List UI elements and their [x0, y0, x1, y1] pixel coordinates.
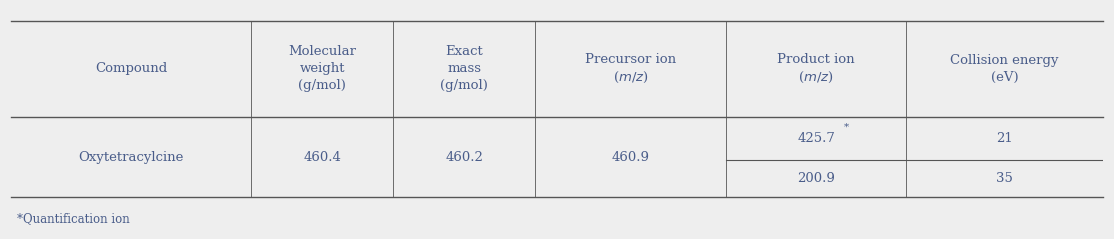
Text: Molecular
weight
(g/mol): Molecular weight (g/mol) [289, 45, 356, 92]
Text: 21: 21 [996, 132, 1013, 145]
Text: Oxytetracylcine: Oxytetracylcine [79, 151, 184, 163]
Text: Compound: Compound [95, 62, 167, 75]
Text: Product ion
($m/z$): Product ion ($m/z$) [778, 53, 856, 85]
Text: 35: 35 [996, 172, 1013, 185]
Text: 425.7: 425.7 [798, 132, 836, 145]
Text: 460.4: 460.4 [303, 151, 341, 163]
Text: Exact
mass
(g/mol): Exact mass (g/mol) [440, 45, 488, 92]
Text: Collision energy
(eV): Collision energy (eV) [950, 54, 1058, 84]
Text: 460.9: 460.9 [612, 151, 649, 163]
Text: *: * [844, 123, 849, 132]
Text: *Quantification ion: *Quantification ion [17, 212, 129, 225]
Text: 460.2: 460.2 [446, 151, 483, 163]
Text: 200.9: 200.9 [798, 172, 836, 185]
Text: Precursor ion
($m/z$): Precursor ion ($m/z$) [585, 53, 676, 85]
